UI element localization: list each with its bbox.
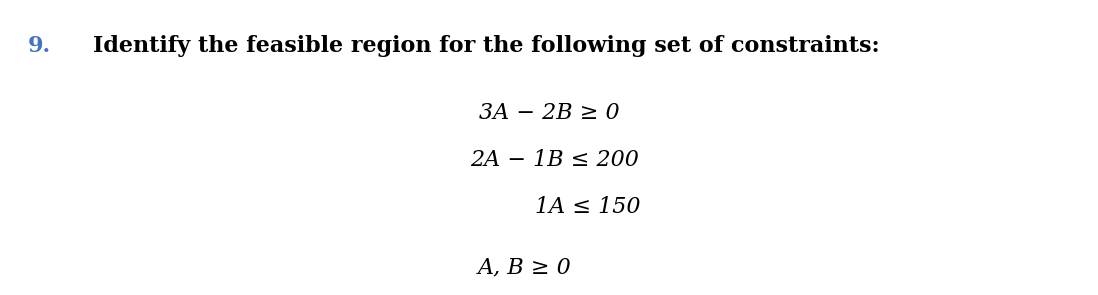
Text: 1A ≤ 150: 1A ≤ 150 [535, 196, 640, 218]
Text: 2A − 1B ≤ 200: 2A − 1B ≤ 200 [470, 149, 639, 171]
Text: 3A − 2B ≥ 0: 3A − 2B ≥ 0 [479, 102, 619, 124]
Text: 9.: 9. [27, 35, 51, 58]
Text: Identify the feasible region for the following set of constraints:: Identify the feasible region for the fol… [93, 35, 879, 58]
Text: A, B ≥ 0: A, B ≥ 0 [478, 257, 572, 279]
